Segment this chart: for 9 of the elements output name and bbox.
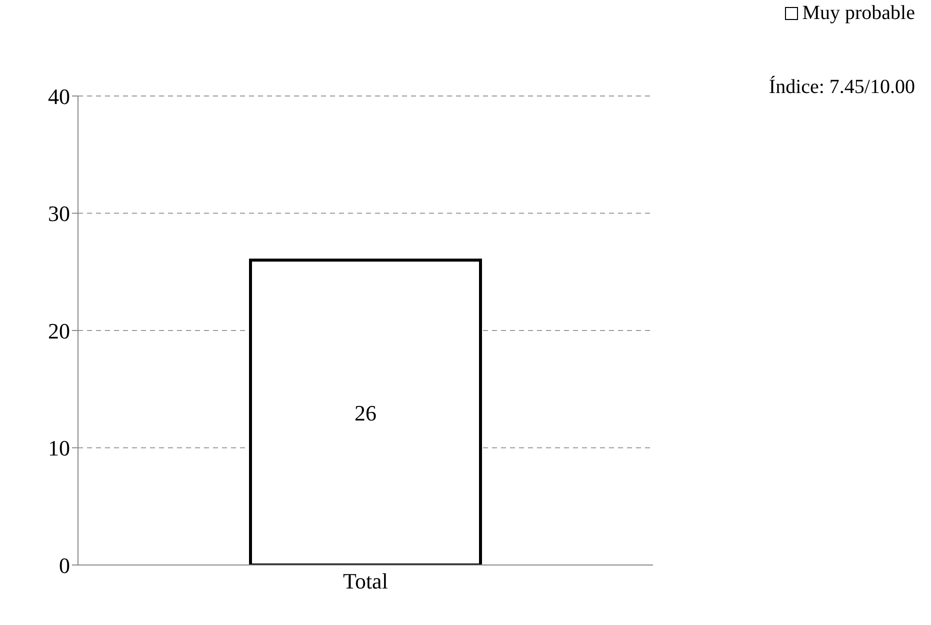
text: Índice: 7.45/10.00 — [768, 76, 915, 99]
data-label: 26 — [354, 400, 376, 426]
y-tick-label: 30 — [48, 201, 70, 226]
x-tick-label: Total — [343, 568, 388, 594]
y-tick-label: 40 — [48, 84, 70, 109]
legend-label: Muy probable — [802, 2, 915, 25]
y-tick-label: 0 — [59, 552, 70, 578]
y-tick-label: 20 — [48, 318, 70, 344]
y-tick-label: 10 — [48, 436, 70, 461]
